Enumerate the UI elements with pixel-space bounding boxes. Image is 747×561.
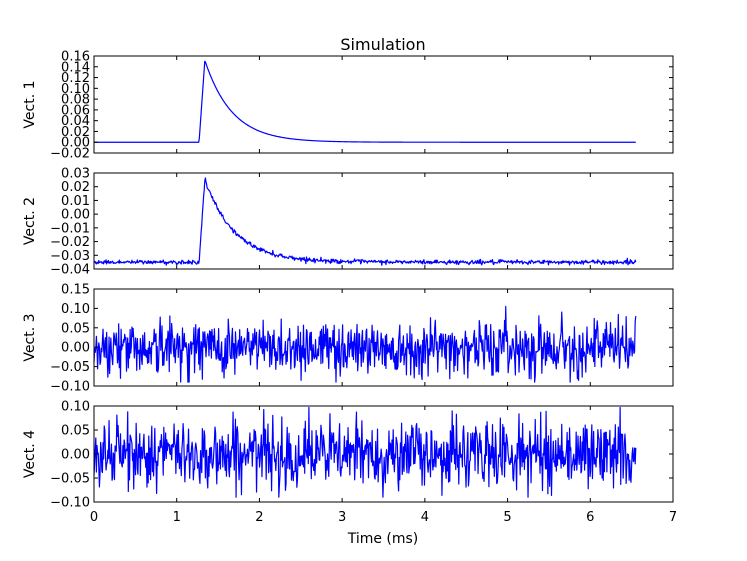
y-tick-label: 0.10	[61, 302, 90, 317]
y-tick-label: 0.02	[61, 180, 90, 195]
panels: 0.160.140.120.100.080.060.040.020.00−0.0…	[22, 50, 677, 526]
y-tick-label: −0.02	[50, 235, 90, 250]
y-tick-label: −0.04	[50, 263, 90, 278]
series-line-2	[93, 177, 637, 266]
x-tick-label: 3	[338, 510, 346, 525]
y-tick-label: 0.00	[61, 136, 90, 151]
y-tick-label: 0.14	[61, 60, 90, 75]
x-tick-label: 1	[173, 510, 181, 525]
y-tick-label: 0.01	[61, 194, 90, 209]
y-tick-label: 0.00	[61, 341, 90, 356]
y-tick-label: 0.10	[61, 400, 90, 415]
y-tick-label: 0.08	[61, 93, 90, 108]
panel-2: 0.030.020.010.00−0.01−0.02−0.03−0.04 Vect…	[22, 167, 674, 278]
y-axis-label-2: Vect. 2	[22, 197, 38, 245]
y-tick-label: 0.00	[61, 448, 90, 463]
y-tick-label: −0.10	[50, 496, 90, 511]
y-tick-label: 0.05	[61, 321, 90, 336]
y-tick-label: 0.00	[61, 208, 90, 223]
y-tick-label: 0.02	[61, 125, 90, 140]
panel-frame-3	[93, 288, 674, 387]
y-axis-label-4: Vect. 4	[22, 430, 38, 478]
y-tick-label: 0.12	[61, 71, 90, 86]
x-tick-label: 5	[503, 510, 511, 525]
y-tick-label: −0.05	[50, 360, 90, 375]
y-tick-label: −0.10	[50, 380, 90, 395]
series-line-1	[94, 60, 636, 143]
y-tick-label: −0.01	[50, 221, 90, 236]
panel-4: 0.10 0.05 0.00 −0.05 −0.100 1 2 3 4 5 6 7 Vect. 4	[22, 400, 677, 526]
y-tick-label: −0.02	[50, 147, 90, 162]
x-axis-label: Time (ms)	[347, 531, 419, 547]
y-tick-label: 0.16	[61, 50, 90, 65]
y-axis-label-3: Vect. 3	[22, 313, 38, 361]
y-tick-label: 0.06	[61, 103, 90, 118]
panel-frame-1	[93, 55, 674, 154]
x-tick-label: 0	[90, 510, 98, 525]
series-line-4	[93, 406, 637, 498]
x-tick-label: 7	[669, 510, 677, 525]
y-tick-label: 0.15	[61, 283, 90, 298]
y-tick-label: 0.03	[61, 167, 90, 182]
panel-3: 0.15 0.10 0.05 0.00 −0.05 −0.10 Vect. 3	[22, 283, 674, 395]
x-tick-label: 4	[421, 510, 429, 525]
y-tick-label: 0.10	[61, 82, 90, 97]
y-tick-label: 0.04	[61, 114, 90, 129]
y-tick-label: 0.05	[61, 424, 90, 439]
y-tick-label: −0.03	[50, 249, 90, 264]
series-line-3	[93, 305, 637, 383]
panel-1: 0.160.140.120.100.080.060.040.020.00−0.0…	[22, 50, 674, 162]
x-tick-label: 2	[255, 510, 263, 525]
y-axis-label-1: Vect. 1	[22, 80, 38, 128]
x-tick-label: 6	[586, 510, 594, 525]
chart-title: Simulation	[340, 35, 425, 54]
panel-frame-2	[93, 172, 674, 270]
y-tick-label: −0.05	[50, 472, 90, 487]
